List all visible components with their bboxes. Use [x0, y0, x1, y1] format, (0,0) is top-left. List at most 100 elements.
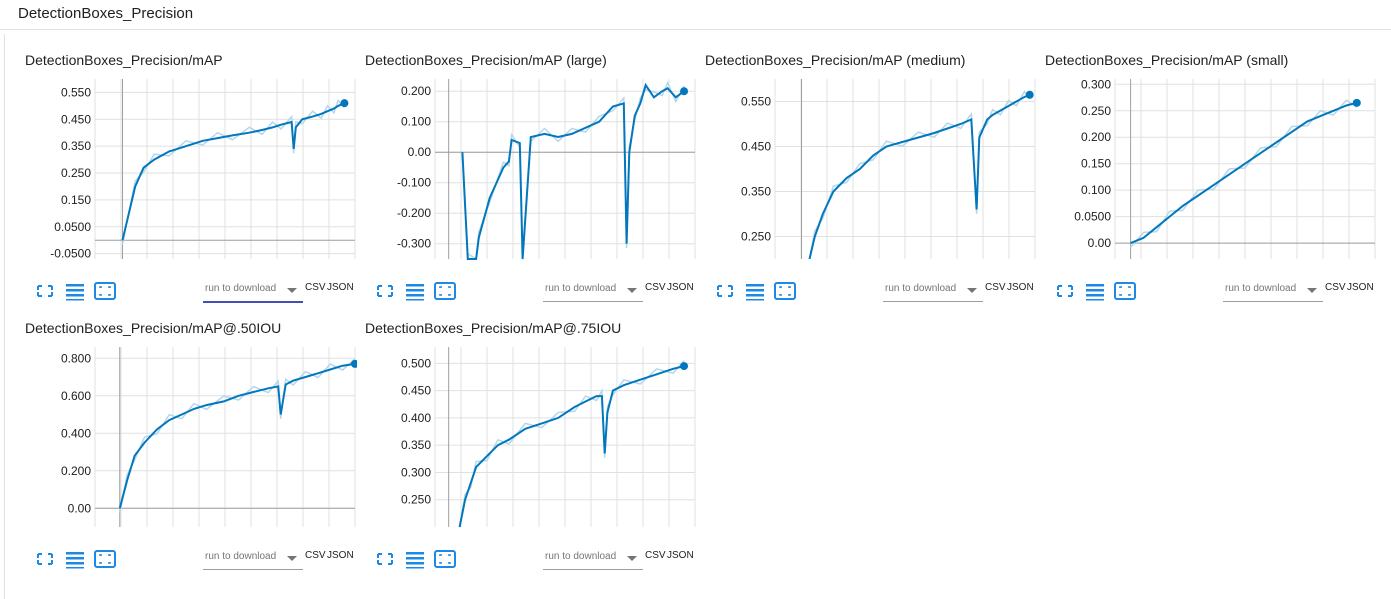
y-tick-label: 0.0500: [54, 220, 91, 234]
y-tick-label: 0.800: [61, 351, 91, 365]
fullscreen-icon[interactable]: [33, 280, 57, 302]
y-tick-label: 0.200: [61, 464, 91, 478]
series-line: [118, 362, 356, 509]
y-tick-label: 0.350: [401, 438, 431, 452]
run-download-select[interactable]: run to download: [543, 547, 643, 570]
y-tick-label: 0.300: [401, 465, 431, 479]
fit-domain-icon[interactable]: [773, 280, 797, 302]
dropdown-arrow-icon: [967, 288, 977, 293]
json-download-link[interactable]: JSON: [327, 550, 354, 561]
fit-domain-icon[interactable]: [1113, 280, 1137, 302]
fullscreen-icon[interactable]: [373, 280, 397, 302]
y-tick-label: 0.550: [61, 85, 91, 99]
y-tick-label: 0.200: [1081, 130, 1111, 144]
json-download-link[interactable]: JSON: [667, 282, 694, 293]
y-tick-label: 0.00: [408, 145, 432, 159]
y-tick-label: 0.300: [1081, 77, 1111, 91]
run-download-select[interactable]: run to download: [1223, 279, 1323, 302]
fullscreen-icon[interactable]: [373, 548, 397, 570]
csv-download-link[interactable]: CSV: [985, 282, 1006, 293]
csv-download-link[interactable]: CSV: [305, 282, 326, 293]
dropdown-arrow-icon: [1307, 288, 1317, 293]
json-download-link[interactable]: JSON: [327, 282, 354, 293]
y-tick-label: -0.0500: [50, 247, 91, 261]
series-line: [121, 102, 345, 241]
y-tick-label: -0.100: [397, 176, 431, 190]
chart-title: DetectionBoxes_Precision/mAP@.50IOU: [25, 320, 282, 336]
chart-card: DetectionBoxes_Precision/mAP 0.550 0.450 0.…: [5, 34, 356, 303]
run-download-placeholder: run to download: [885, 283, 957, 294]
section-title: DetectionBoxes_Precision: [18, 5, 194, 22]
run-download-placeholder: run to download: [205, 283, 277, 294]
line-chart[interactable]: 0.800 0.600 0.400 0.200 0.00: [5, 342, 357, 532]
line-chart[interactable]: 0.500 0.450 0.400 0.350 0.300 0.250: [345, 342, 697, 532]
fit-domain-icon[interactable]: [433, 280, 457, 302]
section-header[interactable]: DetectionBoxes_Precision: [0, 0, 1391, 30]
last-point-marker: [340, 99, 349, 108]
log-scale-list-icon[interactable]: [63, 280, 87, 302]
json-download-link[interactable]: JSON: [667, 550, 694, 561]
log-scale-list-icon[interactable]: [403, 280, 427, 302]
y-tick-label: 0.100: [401, 115, 431, 129]
json-download-link[interactable]: JSON: [1347, 282, 1374, 293]
chart-title: DetectionBoxes_Precision/mAP (large): [365, 52, 607, 68]
y-tick-label: 0.250: [401, 493, 431, 507]
csv-download-link[interactable]: CSV: [645, 282, 666, 293]
fit-domain-icon[interactable]: [93, 280, 117, 302]
run-download-select[interactable]: run to download: [203, 279, 303, 303]
raw-series-line: [1130, 99, 1358, 248]
y-tick-label: 0.600: [61, 389, 91, 403]
csv-download-link[interactable]: CSV: [305, 550, 326, 561]
log-scale-list-icon[interactable]: [63, 548, 87, 570]
last-point-marker: [1025, 90, 1034, 99]
run-download-select[interactable]: run to download: [543, 279, 643, 302]
series-line: [461, 82, 685, 260]
log-scale-list-icon[interactable]: [743, 280, 767, 302]
dropdown-arrow-icon: [627, 288, 637, 293]
chart-title: DetectionBoxes_Precision/mAP@.75IOU: [365, 320, 622, 336]
series-line: [458, 365, 685, 528]
fullscreen-icon[interactable]: [33, 548, 57, 570]
series-line: [808, 93, 1031, 260]
line-chart[interactable]: 0.550 0.450 0.350 0.250: [685, 74, 1037, 264]
y-tick-label: 0.350: [61, 139, 91, 153]
fullscreen-icon[interactable]: [1053, 280, 1077, 302]
line-chart[interactable]: 0.300 0.250 0.200 0.150 0.100 0.0500 0.00: [1025, 74, 1377, 264]
y-tick-label: 0.150: [61, 193, 91, 207]
line-chart[interactable]: 0.200 0.100 0.00 -0.100 -0.200 -0.300: [345, 74, 697, 264]
y-tick-label: 0.200: [401, 84, 431, 98]
y-tick-label: 0.250: [61, 166, 91, 180]
y-tick-label: 0.450: [401, 384, 431, 398]
y-tick-label: 0.400: [61, 426, 91, 440]
dropdown-arrow-icon: [287, 288, 297, 293]
log-scale-list-icon[interactable]: [1083, 280, 1107, 302]
run-download-select[interactable]: run to download: [883, 279, 983, 302]
raw-series-line: [808, 90, 1031, 260]
raw-series-line: [119, 357, 356, 513]
y-tick-label: 0.500: [401, 356, 431, 370]
line-chart[interactable]: 0.550 0.450 0.350 0.250 0.150 0.0500 -0.0500: [5, 74, 357, 264]
y-tick-label: 0.150: [1081, 157, 1111, 171]
run-download-select[interactable]: run to download: [203, 547, 303, 570]
log-scale-list-icon[interactable]: [403, 548, 427, 570]
chart-group: DetectionBoxes_Precision/mAP 0.550 0.450 0.…: [4, 34, 1391, 599]
raw-series-line: [458, 360, 685, 528]
fit-domain-icon[interactable]: [433, 548, 457, 570]
y-tick-label: -0.300: [397, 237, 431, 251]
chart-title: DetectionBoxes_Precision/mAP (medium): [705, 52, 966, 68]
last-point-marker: [351, 359, 357, 368]
fit-domain-icon[interactable]: [93, 548, 117, 570]
last-point-marker: [680, 362, 689, 371]
y-tick-label: 0.400: [401, 411, 431, 425]
dropdown-arrow-icon: [287, 556, 297, 561]
chart-title: DetectionBoxes_Precision/mAP (small): [1045, 52, 1289, 68]
csv-download-link[interactable]: CSV: [645, 550, 666, 561]
json-download-link[interactable]: JSON: [1007, 282, 1034, 293]
dropdown-arrow-icon: [627, 556, 637, 561]
series-line: [1130, 101, 1358, 245]
fullscreen-icon[interactable]: [713, 280, 737, 302]
y-tick-label: 0.100: [1081, 183, 1111, 197]
raw-series-line: [121, 99, 345, 245]
csv-download-link[interactable]: CSV: [1325, 282, 1346, 293]
chart-card: DetectionBoxes_Precision/mAP@.50IOU 0.800…: [5, 302, 357, 570]
